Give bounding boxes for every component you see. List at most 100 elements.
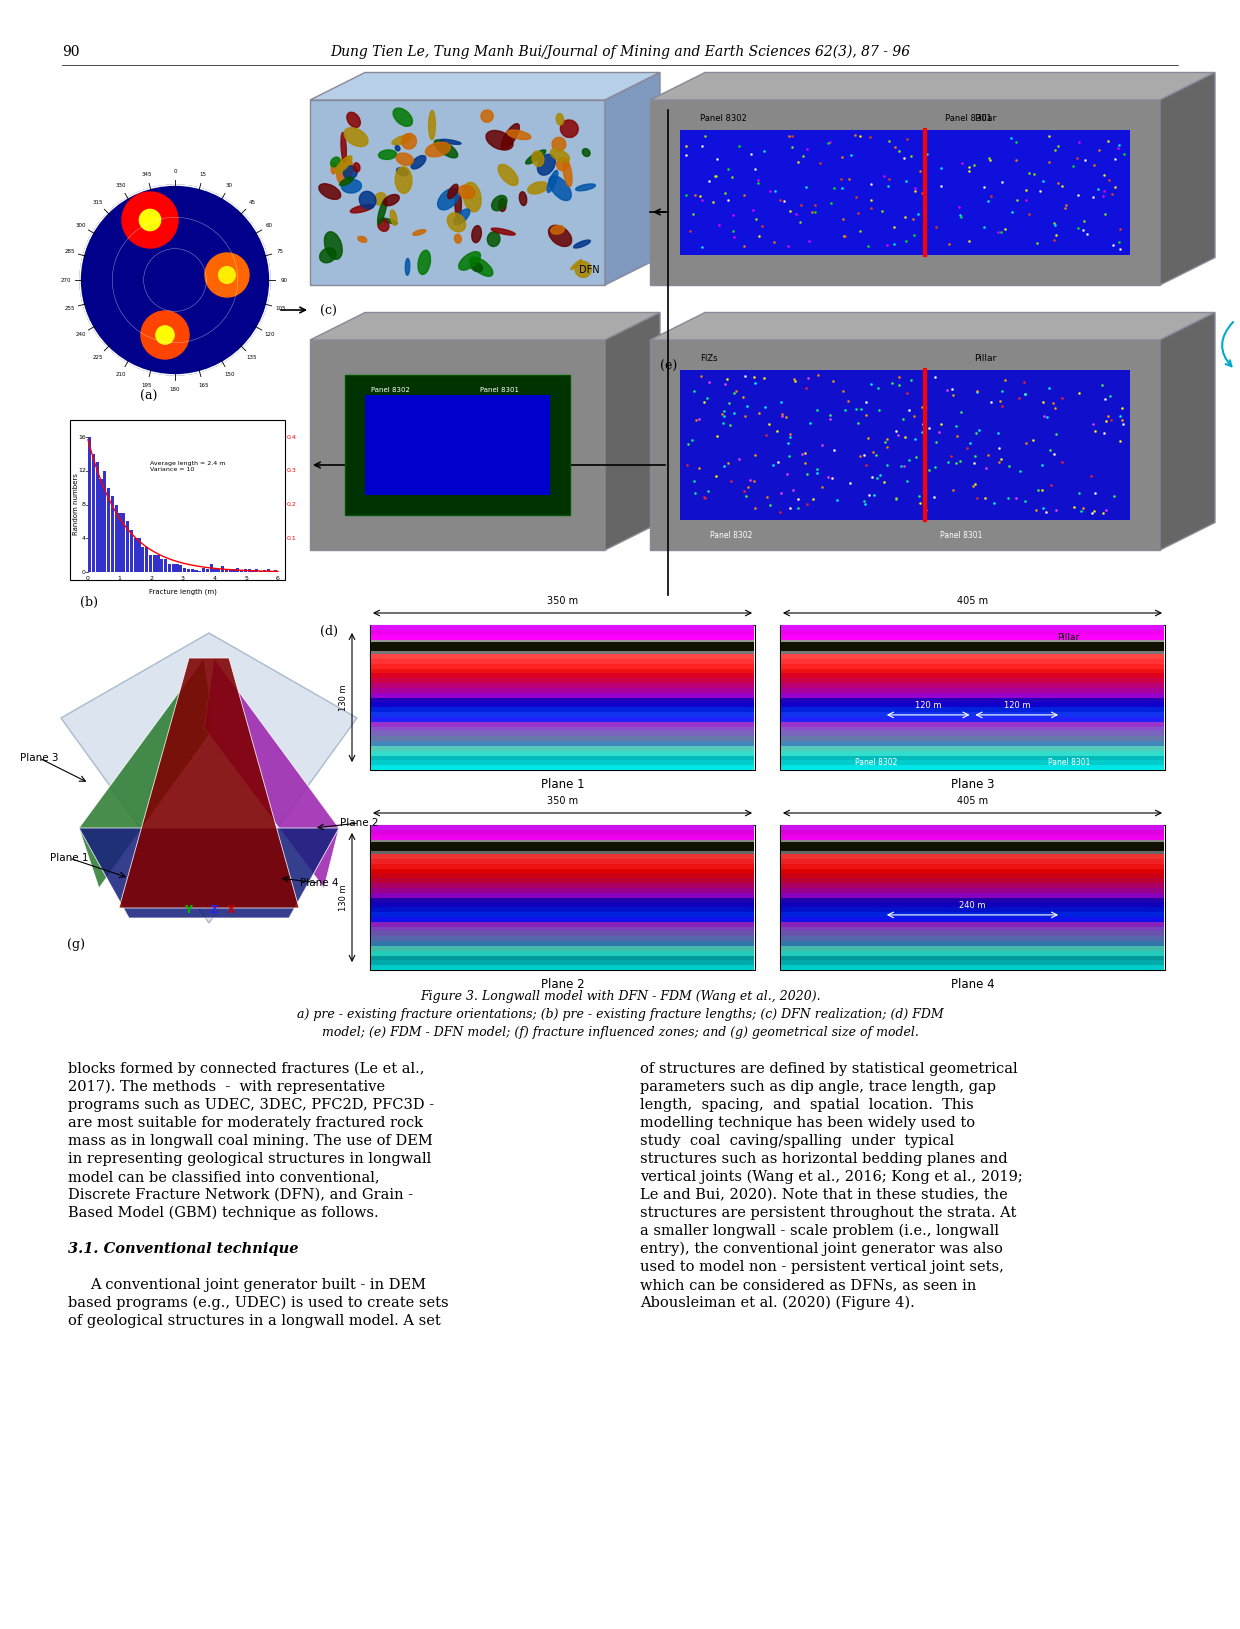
Ellipse shape: [383, 194, 399, 205]
Text: 0: 0: [174, 168, 177, 174]
Text: 120: 120: [264, 332, 274, 337]
Text: Y: Y: [184, 906, 192, 915]
Bar: [103, 471, 107, 572]
Text: Panel 8301: Panel 8301: [1048, 757, 1090, 767]
Text: FIZs: FIZs: [701, 353, 718, 363]
Bar: [371, 858, 754, 863]
Ellipse shape: [410, 155, 425, 169]
Bar: [781, 878, 1164, 883]
Text: A conventional joint generator built - in DEM: A conventional joint generator built - i…: [91, 1279, 427, 1292]
Bar: [781, 839, 1164, 844]
Bar: [371, 839, 754, 844]
Bar: [371, 731, 754, 736]
Text: Fracture length (m): Fracture length (m): [149, 588, 217, 595]
Text: 300: 300: [76, 223, 86, 228]
Bar: [371, 849, 754, 854]
Circle shape: [141, 311, 188, 358]
Ellipse shape: [340, 178, 353, 186]
Ellipse shape: [552, 137, 565, 151]
Bar: [781, 868, 1164, 873]
Bar: [370, 626, 755, 771]
Text: Panel 8302: Panel 8302: [856, 757, 898, 767]
Bar: [371, 961, 754, 964]
Bar: [781, 888, 1164, 893]
Ellipse shape: [343, 127, 368, 147]
Text: a smaller longwall - scale problem (i.e., longwall: a smaller longwall - scale problem (i.e.…: [640, 1223, 999, 1238]
Ellipse shape: [378, 220, 389, 231]
Bar: [781, 932, 1164, 937]
Bar: [365, 394, 551, 495]
Bar: [781, 712, 1164, 717]
Bar: [371, 727, 754, 731]
Bar: [123, 513, 125, 572]
Text: 240 m: 240 m: [960, 901, 986, 911]
Ellipse shape: [563, 158, 572, 187]
Text: Random numbers: Random numbers: [73, 474, 79, 536]
Bar: [371, 663, 754, 668]
Text: 0.4: 0.4: [286, 435, 296, 440]
Bar: [781, 645, 1164, 650]
Ellipse shape: [471, 262, 482, 272]
Text: modelling technique has been widely used to: modelling technique has been widely used…: [640, 1116, 975, 1131]
Ellipse shape: [320, 248, 336, 262]
Text: length,  spacing,  and  spatial  location.  This: length, spacing, and spatial location. T…: [640, 1098, 973, 1113]
Text: entry), the conventional joint generator was also: entry), the conventional joint generator…: [640, 1241, 1003, 1256]
Bar: [781, 942, 1164, 946]
Text: structures are persistent throughout the strata. At: structures are persistent throughout the…: [640, 1205, 1017, 1220]
Text: 30: 30: [226, 182, 233, 187]
Ellipse shape: [336, 156, 352, 184]
Text: Panel 8302: Panel 8302: [711, 531, 753, 539]
Text: 0: 0: [86, 577, 91, 582]
Bar: [781, 961, 1164, 964]
Text: Panel 8301: Panel 8301: [940, 531, 982, 539]
Text: Figure 3. Longwall model with DFN - FDM (Wang et al., 2020).: Figure 3. Longwall model with DFN - FDM …: [419, 990, 821, 1003]
Ellipse shape: [358, 236, 367, 243]
Bar: [187, 569, 190, 572]
Ellipse shape: [498, 199, 506, 212]
Text: Plane 3: Plane 3: [951, 779, 994, 792]
Bar: [781, 761, 1164, 766]
Text: 15: 15: [200, 173, 207, 178]
Bar: [781, 766, 1164, 771]
Bar: [130, 529, 133, 572]
Bar: [781, 854, 1164, 858]
Bar: [680, 130, 1130, 256]
Polygon shape: [650, 73, 1215, 99]
Bar: [244, 570, 247, 572]
Bar: [95, 463, 99, 572]
Ellipse shape: [392, 135, 412, 145]
Polygon shape: [310, 99, 605, 285]
Text: study  coal  caving/spalling  under  typical: study coal caving/spalling under typical: [640, 1134, 954, 1148]
Bar: [371, 907, 754, 912]
Bar: [107, 487, 110, 572]
Ellipse shape: [470, 257, 492, 277]
Bar: [171, 564, 175, 572]
Ellipse shape: [402, 134, 417, 150]
Ellipse shape: [526, 150, 546, 165]
Bar: [781, 707, 1164, 712]
Text: 405 m: 405 m: [957, 596, 988, 606]
Bar: [371, 650, 754, 653]
Bar: [371, 707, 754, 712]
Bar: [781, 727, 1164, 731]
Text: mass as in longwall coal mining. The use of DEM: mass as in longwall coal mining. The use…: [68, 1134, 433, 1148]
Ellipse shape: [341, 179, 362, 192]
Ellipse shape: [325, 231, 342, 259]
Bar: [371, 932, 754, 937]
Bar: [781, 663, 1164, 668]
Bar: [126, 521, 129, 572]
Text: 255: 255: [64, 306, 74, 311]
Text: 315: 315: [93, 200, 103, 205]
Text: 4: 4: [82, 536, 86, 541]
Ellipse shape: [547, 171, 558, 192]
Text: in representing geological structures in longwall: in representing geological structures in…: [68, 1152, 432, 1166]
Polygon shape: [79, 828, 339, 919]
Bar: [781, 927, 1164, 932]
Bar: [371, 964, 754, 969]
Bar: [236, 569, 239, 572]
Bar: [221, 567, 224, 572]
Text: 12: 12: [78, 468, 86, 474]
Ellipse shape: [440, 140, 461, 145]
Bar: [252, 570, 254, 572]
Ellipse shape: [378, 199, 387, 225]
